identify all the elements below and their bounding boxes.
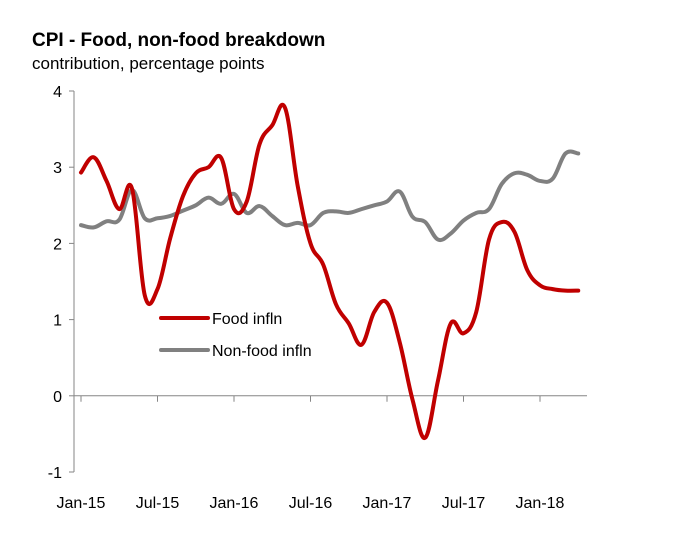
x-tick-label: Jul-15 <box>136 495 180 512</box>
series-line-nonfood <box>79 149 581 243</box>
chart-title: CPI - Food, non-food breakdown <box>32 30 325 51</box>
legend: Food infln Non-food infln <box>159 311 312 360</box>
x-tick-label: Jan-16 <box>210 495 259 512</box>
y-tick-label: 4 <box>53 84 62 101</box>
legend-label-food: Food infln <box>212 311 282 328</box>
y-tick-label: 0 <box>53 389 62 406</box>
y-tick-label: 2 <box>53 236 62 253</box>
axes: -1 0 1 2 3 4 Jan-15 Jul-15 Jan-16 Jul-16 Jan-17 Jul… <box>48 84 587 512</box>
y-tick-label: 3 <box>53 160 62 177</box>
series-line-food <box>79 102 581 440</box>
x-tick-label: Jan-15 <box>57 495 106 512</box>
x-tick-label: Jan-17 <box>363 495 412 512</box>
x-tick-label: Jan-18 <box>516 495 565 512</box>
y-tick-label: 1 <box>53 313 62 330</box>
x-tick-label: Jul-16 <box>289 495 333 512</box>
chart-subtitle: contribution, percentage points <box>32 54 265 73</box>
series-layer <box>79 102 581 440</box>
y-tick-label: -1 <box>48 465 62 482</box>
x-tick-label: Jul-17 <box>442 495 486 512</box>
legend-label-nonfood: Non-food infln <box>212 343 312 360</box>
